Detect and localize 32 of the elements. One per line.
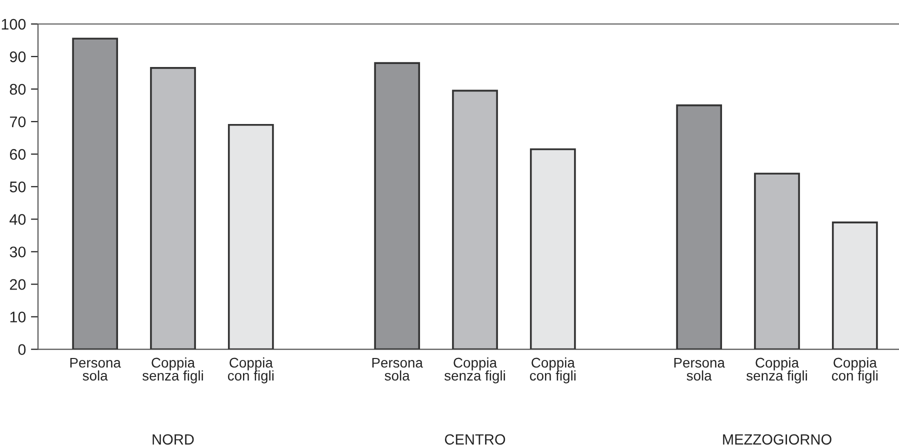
text: Coppia senza figli	[746, 357, 807, 384]
y-tick-label: 60	[10, 148, 26, 160]
text: Persona sola	[674, 358, 725, 381]
text: Coppia con figli	[228, 357, 274, 384]
y-tick-label: 80	[10, 84, 26, 95]
bar	[150, 67, 196, 350]
series-label: Persona sola	[372, 358, 423, 381]
y-tick-label: 0	[18, 344, 26, 355]
bar	[374, 62, 420, 350]
y-tick-label: 30	[10, 246, 26, 258]
text: Coppia con figli	[832, 357, 878, 384]
text: Coppia senza figli	[142, 357, 203, 384]
y-tick-label: 70	[10, 116, 26, 128]
y-tick-label: 100	[2, 18, 26, 30]
series-label: Coppia senza figli	[444, 357, 505, 384]
x-tick-label: MEZZOGIORNO	[723, 434, 832, 445]
bar	[452, 90, 498, 350]
x-tick-label: CENTRO	[444, 434, 506, 445]
bar	[676, 104, 722, 350]
y-tick-label: 50	[10, 182, 26, 192]
bar	[228, 124, 274, 350]
bar	[530, 148, 576, 350]
y-tick-label: 20	[10, 279, 26, 290]
text: Persona sola	[70, 358, 121, 381]
bar	[754, 172, 800, 350]
y-tick-label: 40	[10, 214, 26, 225]
series-label: Coppia con figli	[530, 357, 576, 384]
y-tick-label: 10	[10, 312, 26, 322]
bar	[72, 38, 118, 350]
bar	[832, 222, 878, 350]
y-tick-label: 90	[10, 51, 26, 62]
x-tick-label: NORD	[152, 434, 194, 445]
